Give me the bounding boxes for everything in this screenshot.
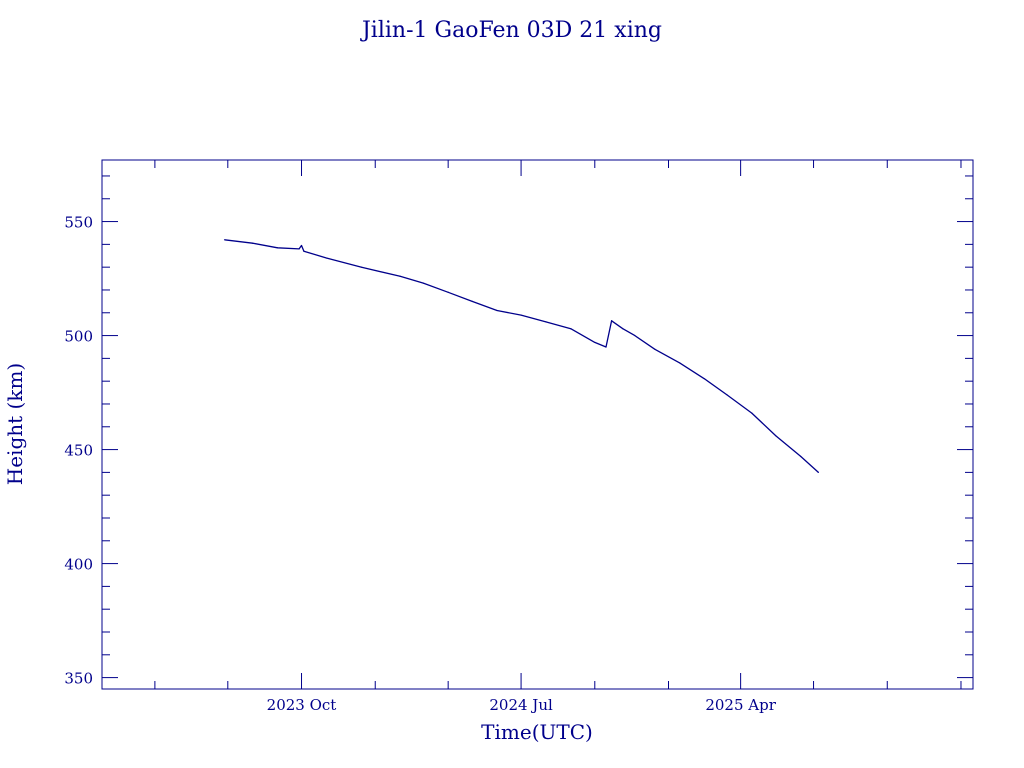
data-point [496,309,498,312]
data-point [276,247,279,249]
y-axis-ticks [102,175,973,679]
x-axis-ticks [154,160,962,689]
data-point [520,314,522,316]
data-point [622,328,624,330]
y-tick-label: 450 [64,442,93,460]
data-point [703,378,706,380]
y-tick-label: 350 [64,670,93,688]
data-point [775,435,777,437]
data-point [800,455,802,458]
x-axis-label: Time(UTC) [481,720,593,744]
data-point [300,244,303,247]
data-point [679,362,681,364]
data-point [817,471,819,473]
data-point [298,248,300,250]
data-point [223,239,226,241]
data-point [471,300,473,302]
x-tick-label: 2025 Apr [705,696,776,714]
data-point [570,328,572,330]
y-axis-label: Height (km) [3,363,27,485]
data-point [726,394,728,396]
y-tick-label: 550 [64,214,93,232]
y-tick-label: 500 [64,328,93,346]
data-point [545,321,547,323]
data-point [751,412,753,414]
data-point [303,250,305,252]
data-point [654,348,656,350]
data-point [611,320,613,322]
series-line [224,239,819,473]
data-points [223,239,819,473]
x-tick-label: 2023 Oct [267,696,337,714]
x-tick-label: 2024 Jul [489,696,553,714]
chart-title: Jilin-1 GaoFen 03D 21 xing [360,18,662,43]
plot-frame [101,159,974,690]
data-point [399,275,401,277]
data-point [605,346,607,348]
y-tick-label: 400 [64,556,93,574]
data-point [594,341,596,344]
data-point [447,291,449,293]
data-point [422,282,424,284]
data-point [361,266,363,268]
data-point [252,242,254,244]
x-axis-tick-labels: 2023 Oct 2024 Jul 2025 Apr [267,696,777,714]
data-point [634,334,636,337]
data-point [325,257,327,259]
y-axis-tick-labels: 350 400 450 500 550 [64,214,93,688]
